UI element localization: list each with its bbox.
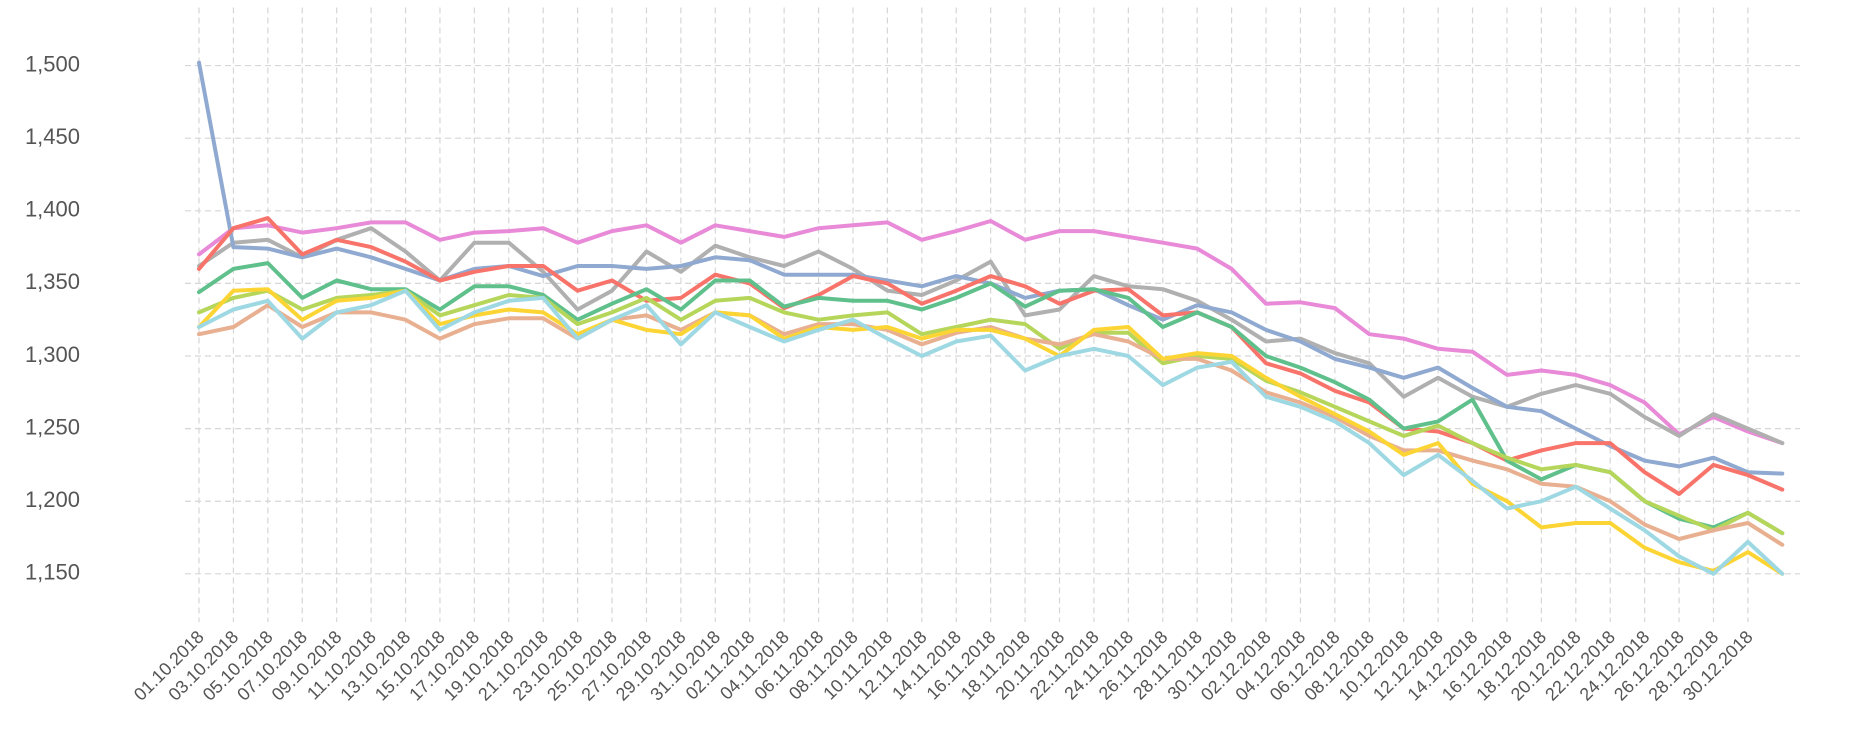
y-tick-label: 1,300: [25, 342, 80, 367]
series-line: [197, 303, 1785, 547]
series-line: [197, 288, 1785, 576]
series-line: [197, 261, 1785, 536]
series-line: [197, 219, 1785, 446]
y-tick-label: 1,350: [25, 269, 80, 294]
y-tick-label: 1,400: [25, 197, 80, 222]
y-tick-label: 1,200: [25, 487, 80, 512]
series-line: [197, 216, 1785, 496]
series-line: [197, 226, 1785, 446]
y-tick-label: 1,450: [25, 124, 80, 149]
series-line: [197, 288, 1785, 536]
y-tick-label: 1,500: [25, 51, 80, 76]
y-tick-label: 1,250: [25, 414, 80, 439]
y-tick-label: 1,150: [25, 560, 80, 585]
